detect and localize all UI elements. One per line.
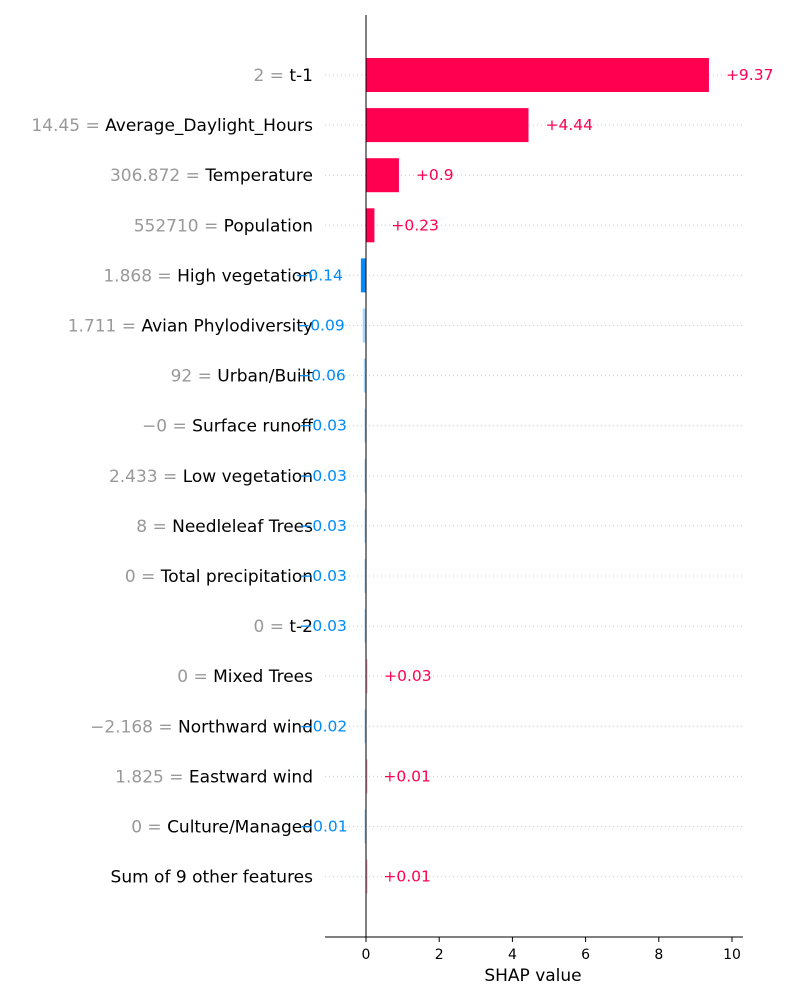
bar-value-label: −0.06 xyxy=(298,367,346,385)
bar-value-labels: +9.37 +4.44 +0.9 +0.23 −0.14 −0.09 −0.06 −0.03 −… xyxy=(295,66,773,886)
feature-label: 0 = Total precipitation xyxy=(125,567,313,587)
feature-value: 2.433 = xyxy=(109,467,183,487)
feature-label: 14.45 = Average_Daylight_Hours xyxy=(31,116,313,136)
bar xyxy=(362,308,366,343)
feature-value: 2 = xyxy=(254,66,290,86)
bar xyxy=(366,859,368,894)
feature-name: Temperature xyxy=(204,166,313,186)
feature-value: 0 = xyxy=(125,567,161,587)
feature-name: Culture/Managed xyxy=(167,818,313,838)
bar-value-label: +0.23 xyxy=(391,216,439,234)
feature-name: Sum of 9 other features xyxy=(111,868,314,888)
feature-name: Total precipitation xyxy=(160,567,313,587)
x-tick-label: 4 xyxy=(508,947,517,963)
feature-name: Low vegetation xyxy=(183,467,313,487)
feature-name: t-2 xyxy=(289,617,313,637)
feature-name: High vegetation xyxy=(177,266,313,286)
feature-label: 0 = t-2 xyxy=(254,617,314,637)
x-tick-label: 10 xyxy=(723,947,741,963)
feature-value: 92 = xyxy=(171,367,218,387)
feature-name: t-1 xyxy=(289,66,313,86)
bar xyxy=(366,108,529,143)
feature-value: 1.868 = xyxy=(103,266,177,286)
feature-name: Average_Daylight_Hours xyxy=(105,116,313,136)
feature-value: 1.711 = xyxy=(68,317,142,337)
feature-labels: 2 = t-1 14.45 = Average_Daylight_Hours 306… xyxy=(31,66,314,888)
bar xyxy=(364,609,366,644)
bar-value-label: −0.03 xyxy=(299,417,347,435)
feature-label: 0 = Mixed Trees xyxy=(177,667,313,687)
bar xyxy=(364,559,366,593)
bar-value-label: +0.01 xyxy=(383,767,431,785)
feature-label: 8 = Needleleaf Trees xyxy=(136,517,313,537)
bar xyxy=(366,659,368,694)
feature-label: 0 = Culture/Managed xyxy=(131,818,313,838)
bar xyxy=(363,358,366,393)
feature-label: 92 = Urban/Built xyxy=(171,367,314,387)
x-tick-label: 6 xyxy=(581,947,590,963)
feature-label: 1.868 = High vegetation xyxy=(103,266,313,286)
feature-value: −0 = xyxy=(142,417,192,437)
feature-name: Urban/Built xyxy=(217,367,313,387)
bar xyxy=(366,58,709,92)
x-axis: 0 2 4 6 8 10 SHAP value xyxy=(325,936,743,986)
x-tick-label: 2 xyxy=(435,947,444,963)
feature-label: −0 = Surface runoff xyxy=(142,417,314,437)
feature-value: 0 = xyxy=(254,617,290,637)
x-tick-label: 0 xyxy=(362,947,371,963)
bar-value-label: +9.37 xyxy=(726,66,774,84)
x-tick-label: 8 xyxy=(654,947,663,963)
feature-label: 2 = t-1 xyxy=(254,66,314,86)
feature-value: 552710 = xyxy=(134,216,224,236)
feature-name: Mixed Trees xyxy=(213,667,313,687)
feature-value: 0 = xyxy=(131,818,167,838)
bar-value-label: −0.02 xyxy=(300,717,348,735)
feature-value: 0 = xyxy=(177,667,213,687)
bar-value-label: +4.44 xyxy=(546,116,594,134)
feature-label: −2.168 = Northward wind xyxy=(90,717,313,737)
bar xyxy=(364,809,366,844)
bar-value-label: −0.09 xyxy=(297,317,345,335)
feature-label: 306.872 = Temperature xyxy=(110,166,313,186)
feature-name: Avian Phylodiversity xyxy=(141,317,313,337)
bar-value-label: −0.01 xyxy=(300,818,348,836)
feature-value: 8 = xyxy=(136,517,172,537)
bar xyxy=(364,408,366,443)
bar-value-label: −0.03 xyxy=(299,467,347,485)
bar-value-label: −0.03 xyxy=(299,617,347,635)
bar-value-label: −0.14 xyxy=(295,266,343,284)
bar-value-label: −0.03 xyxy=(299,567,347,585)
bar xyxy=(360,258,366,293)
bars xyxy=(360,58,709,894)
bar-value-label: +0.01 xyxy=(383,868,431,886)
feature-name: Northward wind xyxy=(178,717,313,737)
feature-name: Population xyxy=(224,216,313,236)
bar xyxy=(366,759,368,794)
x-axis-ticks: 0 2 4 6 8 10 xyxy=(362,937,741,963)
bar xyxy=(364,709,366,744)
bar-value-label: +0.03 xyxy=(384,667,432,685)
feature-value: −2.168 = xyxy=(90,717,178,737)
bar xyxy=(366,158,399,193)
feature-label: 1.825 = Eastward wind xyxy=(115,767,313,787)
grid-lines xyxy=(325,74,743,878)
feature-label: 1.711 = Avian Phylodiversity xyxy=(68,317,313,337)
feature-name: Surface runoff xyxy=(192,417,314,437)
bar xyxy=(366,208,375,243)
feature-label: 2.433 = Low vegetation xyxy=(109,467,313,487)
feature-name: Needleleaf Trees xyxy=(172,517,313,537)
bar xyxy=(364,508,366,543)
feature-label: 552710 = Population xyxy=(134,216,313,236)
feature-value: 1.825 = xyxy=(115,767,189,787)
bar-value-label: −0.03 xyxy=(299,517,347,535)
feature-label: Sum of 9 other features xyxy=(111,868,314,888)
x-axis-label: SHAP value xyxy=(484,966,581,986)
bar-value-label: +0.9 xyxy=(416,166,454,184)
feature-name: Eastward wind xyxy=(189,767,313,787)
feature-value: 306.872 = xyxy=(110,166,205,186)
feature-value: 14.45 = xyxy=(31,116,105,136)
bar xyxy=(364,458,366,493)
